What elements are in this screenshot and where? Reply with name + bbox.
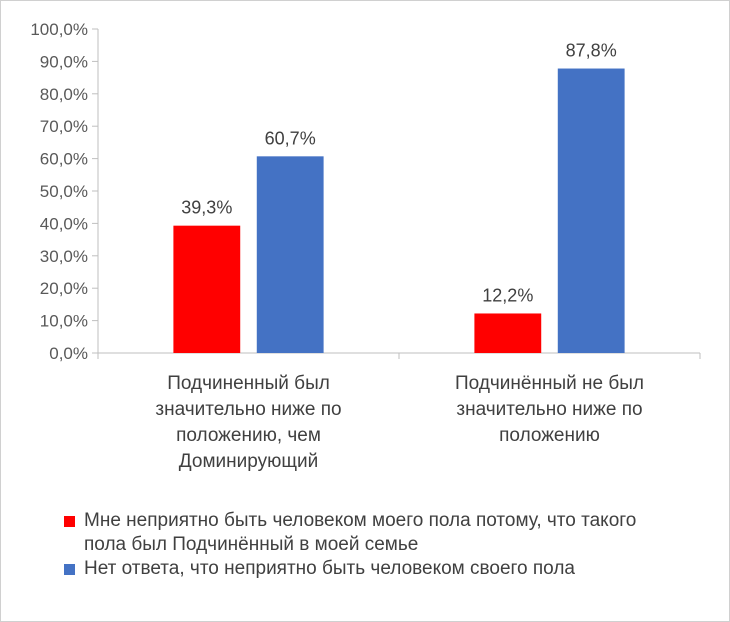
y-axis: 0,0% 10,0% 20,0% 30,0% 40,0% 50,0% 60,0% 70,0% 8… [30,20,701,363]
y-tick-label: 50,0% [40,182,88,201]
y-tick-label: 10,0% [40,312,88,331]
x-category-label-line: Подчиненный был [167,373,330,394]
bar-series-2-cat-2 [557,68,625,353]
legend-label-series-1-line2: пола был Подчинённый в моей семье [84,534,419,555]
legend: Мне неприятно быть человеком моего пола … [64,509,724,581]
y-tick-label: 30,0% [40,247,88,266]
x-category-label-line: Доминирующий [179,451,318,472]
bar-series-1-cat-2 [474,313,542,353]
legend-item-series-2: Нет ответа, что неприятно быть человеком… [64,557,724,581]
legend-label-series-2: Нет ответа, что неприятно быть человеком… [84,558,575,579]
y-tick-label: 70,0% [40,117,88,136]
bar-series-1-cat-1 [173,225,241,353]
y-tick-label: 0,0% [49,344,88,363]
x-axis-categories: Подчиненный был значительно ниже по положе… [155,373,644,472]
bars [173,68,625,353]
legend-item-series-1: Мне неприятно быть человеком моего пола … [64,509,724,557]
y-tick-label: 40,0% [40,214,88,233]
y-tick-label: 90,0% [40,52,88,71]
data-label: 39,3% [181,198,232,218]
bar-series-2-cat-1 [256,156,324,353]
legend-label-series-1-line1: Мне неприятно быть человеком моего пола … [84,510,637,531]
data-label: 87,8% [566,41,617,61]
legend-swatch-red [64,516,75,527]
data-label: 12,2% [482,285,533,305]
data-labels: 39,3% 60,7% 12,2% 87,8% [181,41,616,306]
x-category-label-line: положению [499,425,600,446]
x-category-label-line: положению, чем [176,425,321,446]
legend-swatch-blue [64,564,75,575]
y-tick-label: 20,0% [40,279,88,298]
x-category-label-line: значительно ниже по [155,399,341,420]
bar-chart: 0,0% 10,0% 20,0% 30,0% 40,0% 50,0% 60,0% 70,0% 8… [30,20,701,472]
y-tick-label: 60,0% [40,150,88,169]
x-category-label-line: значительно ниже по [456,399,642,420]
y-tick-label: 80,0% [40,85,88,104]
x-category-label-line: Подчинённый не был [455,373,644,394]
data-label: 60,7% [265,128,316,148]
y-tick-label: 100,0% [30,20,88,39]
